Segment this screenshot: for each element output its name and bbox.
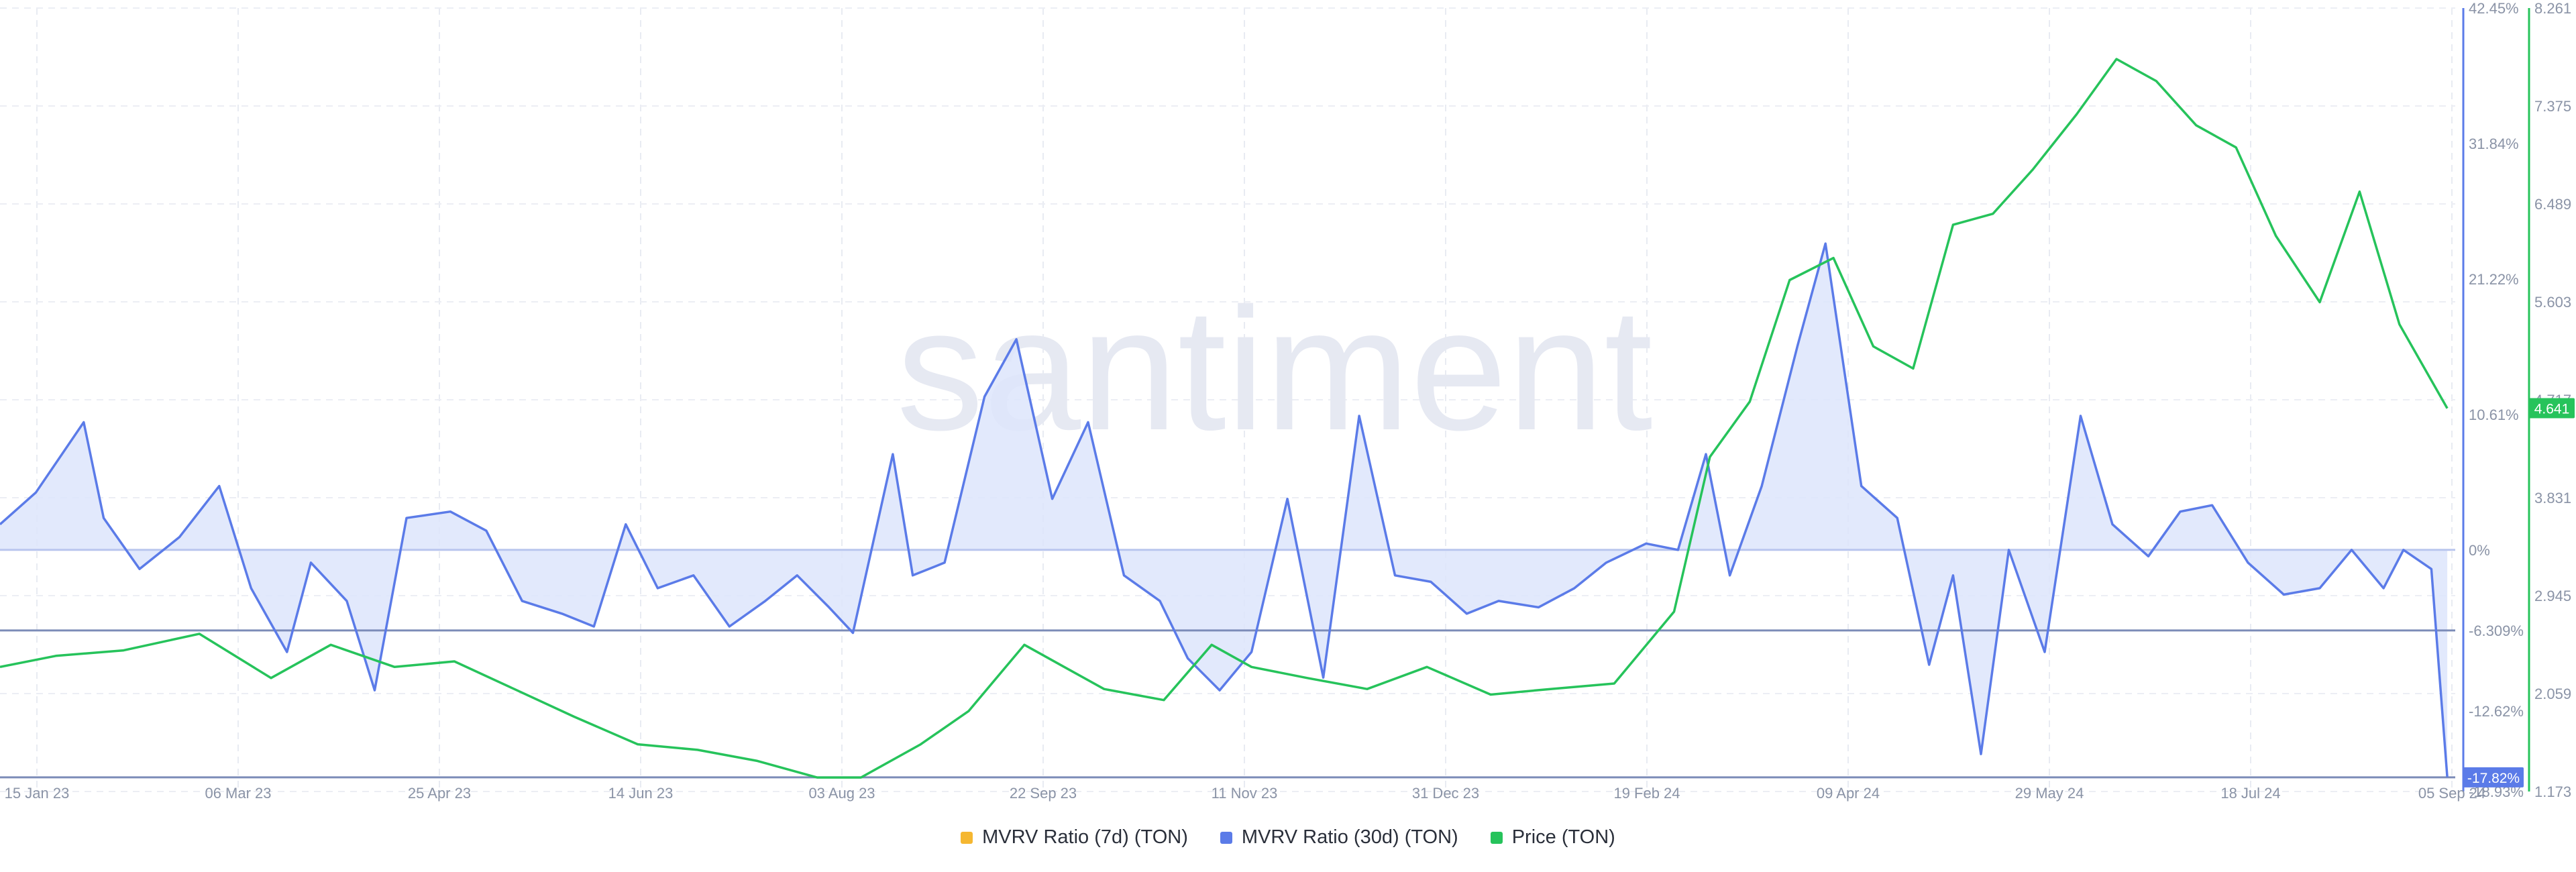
price-tick-label: 8.261	[2534, 0, 2571, 17]
price-tick-label: 6.489	[2534, 196, 2571, 213]
legend-swatch-mvrv-30d	[1220, 831, 1232, 844]
price-tick-label: 1.173	[2534, 783, 2571, 800]
mvrv-axis-ticks: 42.45% 31.84% 21.22% 10.61% 0% -6.309% -12.62%…	[2469, 0, 2524, 800]
x-tick-label: 29 May 24	[2015, 785, 2084, 802]
price-tick-label: 2.059	[2534, 686, 2571, 702]
x-tick-label: 15 Jan 23	[5, 785, 70, 802]
legend-item-price[interactable]: Price (TON)	[1490, 826, 1615, 849]
legend-swatch-mvrv-7d	[961, 831, 973, 844]
mvrv-30d-line	[0, 242, 2449, 777]
mvrv-tick-label: -6.309%	[2469, 622, 2524, 639]
mvrv-current-badge	[2463, 767, 2524, 787]
series-layer	[0, 58, 2449, 779]
mvrv-area-layer	[0, 243, 2448, 777]
reference-lines	[0, 549, 2455, 779]
x-tick-label: 14 Jun 23	[608, 785, 674, 802]
legend-swatch-price	[1490, 831, 1503, 844]
mvrv-tick-label: 21.22%	[2469, 271, 2519, 288]
legend-label-mvrv-7d: MVRV Ratio (7d) (TON)	[982, 826, 1188, 848]
mvrv-tick-label: 10.61%	[2469, 406, 2519, 423]
mvrv-tick-label: 42.45%	[2469, 0, 2519, 17]
mvrv-tick-label: 31.84%	[2469, 135, 2519, 152]
mvrv-tick-label: 0%	[2469, 542, 2490, 559]
current-value-badges: -17.82% 4.641	[2463, 398, 2575, 787]
x-tick-label: 25 Apr 23	[408, 785, 471, 802]
x-tick-label: 05 Sep 24	[2418, 785, 2485, 802]
legend: MVRV Ratio (7d) (TON) MVRV Ratio (30d) (…	[0, 826, 2576, 849]
mvrv-current-label: -17.82%	[2467, 771, 2520, 786]
price-tick-label: 2.945	[2534, 588, 2571, 604]
legend-label-mvrv-30d: MVRV Ratio (30d) (TON)	[1241, 826, 1458, 848]
price-current-label: 4.641	[2534, 402, 2570, 417]
x-tick-label: 11 Nov 23	[1212, 785, 1278, 802]
legend-item-mvrv-7d[interactable]: MVRV Ratio (7d) (TON)	[961, 826, 1188, 849]
x-tick-label: 09 Apr 24	[1817, 785, 1880, 802]
legend-label-price: Price (TON)	[1511, 826, 1615, 848]
mvrv-30d-area	[0, 243, 2448, 777]
axes	[2462, 8, 2530, 792]
x-tick-label: 06 Mar 23	[205, 785, 271, 802]
price-tick-label: 7.375	[2534, 98, 2571, 115]
price-tick-label: 5.603	[2534, 294, 2571, 311]
mvrv-tick-label: -12.62%	[2469, 703, 2524, 720]
legend-item-mvrv-30d[interactable]: MVRV Ratio (30d) (TON)	[1220, 826, 1458, 849]
x-tick-label: 22 Sep 23	[1010, 785, 1077, 802]
x-tick-label: 18 Jul 24	[2220, 785, 2280, 802]
x-tick-label: 19 Feb 24	[1613, 785, 1680, 802]
x-axis-ticks: 15 Jan 23 06 Mar 23 25 Apr 23 14 Jun 23 03 A…	[5, 785, 2485, 802]
x-tick-label: 31 Dec 23	[1412, 785, 1479, 802]
x-tick-label: 03 Aug 23	[808, 785, 875, 802]
price-tick-label: 3.831	[2534, 490, 2571, 506]
price-line	[0, 58, 2449, 779]
price-current-badge	[2529, 398, 2575, 419]
